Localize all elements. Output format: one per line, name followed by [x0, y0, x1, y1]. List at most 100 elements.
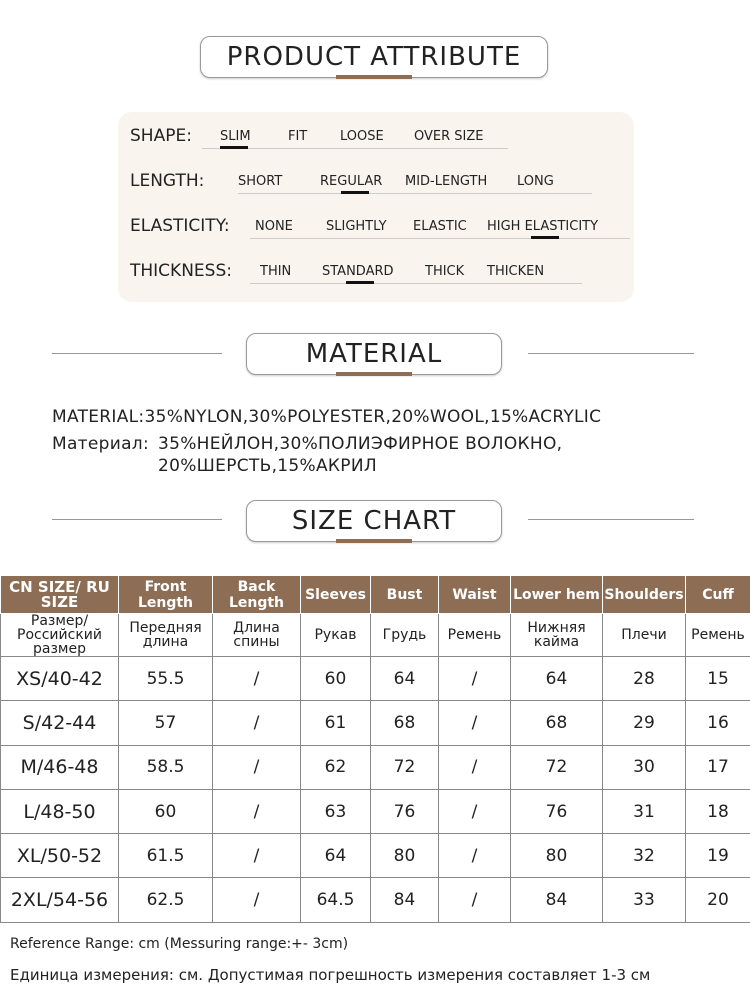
column-header-ru: Рукав [300, 613, 371, 657]
table-cell: 76 [370, 788, 439, 835]
column-header-ru: Грудь [370, 613, 439, 657]
table-cell: 20 [685, 877, 750, 923]
table-cell: 19 [685, 833, 750, 879]
table-cell: / [212, 655, 301, 702]
table-cell: 62.5 [118, 877, 213, 923]
table-cell: 55.5 [118, 655, 213, 702]
table-cell: 30 [602, 744, 686, 790]
title-text: MATERIAL [305, 339, 443, 369]
table-cell: 15 [685, 655, 750, 702]
table-cell: 18 [685, 788, 750, 835]
size-chart-table: CN SIZE/ RU SIZE Front Length Back Length S… [0, 575, 750, 923]
table-cell: 61.5 [118, 833, 213, 879]
table-cell: 72 [370, 744, 439, 790]
table-cell: 17 [685, 744, 750, 790]
table-cell: S/42-44 [0, 700, 119, 746]
table-cell: 84 [370, 877, 439, 923]
attribute-option: LOOSE [340, 129, 384, 144]
table-cell: 62 [300, 744, 371, 790]
table-row: M/46-48 58.5/62 72/72 30 17 [0, 744, 750, 790]
attribute-option: STANDARD [322, 264, 394, 279]
attribute-option: THICK [425, 264, 465, 279]
table-cell: 31 [602, 788, 686, 835]
table-cell: / [212, 788, 301, 835]
table-cell: 80 [510, 833, 603, 879]
table-cell: XS/40-42 [0, 655, 119, 702]
column-header: Back Length [212, 575, 301, 614]
column-header: Sleeves [300, 575, 371, 614]
table-cell: M/46-48 [0, 744, 119, 790]
table-cell: / [438, 744, 511, 790]
table-cell: / [438, 833, 511, 879]
attribute-option: ELASTIC [413, 219, 467, 234]
table-cell: 33 [602, 877, 686, 923]
table-cell: 29 [602, 700, 686, 746]
attribute-panel: SHAPE: SLIM FIT LOOSE OVER SIZE LENGTH: SHORT R… [118, 112, 634, 302]
material-ru-line1: 35%НЕЙЛОН,30%ПОЛИЭФИРНОЕ ВОЛОКНО, [158, 434, 563, 454]
attribute-option: SLIM [220, 129, 251, 144]
column-header: Bust [370, 575, 439, 614]
column-header-ru: Нижняя кайма [510, 613, 603, 657]
title-text: SIZE CHART [291, 506, 457, 536]
table-cell: 60 [118, 788, 213, 835]
selected-marker [220, 146, 248, 149]
table-cell: 68 [510, 700, 603, 746]
table-cell: 64 [300, 833, 371, 879]
table-cell: / [438, 655, 511, 702]
table-row: L/48-50 60/63 76/76 31 18 [0, 788, 750, 835]
attribute-option: SLIGHTLY [326, 219, 387, 234]
attribute-label: SHAPE: [130, 126, 192, 146]
table-cell: 61 [300, 700, 371, 746]
column-header-ru: Передняя длина [118, 613, 213, 657]
table-cell: 16 [685, 700, 750, 746]
table-cell: 58.5 [118, 744, 213, 790]
table-cell: / [212, 833, 301, 879]
attribute-row: ELASTICITY: NONE SLIGHTLY ELASTIC HIGH ELAST… [130, 216, 630, 239]
table-cell: / [212, 700, 301, 746]
title-text: PRODUCT ATTRIBUTE [226, 42, 522, 72]
attribute-option: OVER SIZE [414, 129, 484, 144]
column-header: CN SIZE/ RU SIZE [0, 575, 119, 614]
table-cell: XL/50-52 [0, 833, 119, 879]
material-ru-line2: 20%ШЕРСТЬ,15%АКРИЛ [158, 456, 377, 476]
attribute-option: SHORT [238, 174, 283, 189]
selected-marker [346, 281, 374, 284]
table-cell: 63 [300, 788, 371, 835]
table-cell: 60 [300, 655, 371, 702]
table-cell: / [212, 877, 301, 923]
table-cell: 76 [510, 788, 603, 835]
product-attribute-title: PRODUCT ATTRIBUTE [200, 36, 548, 79]
table-cell: 64 [510, 655, 603, 702]
column-header: Cuff [685, 575, 750, 614]
table-row: XL/50-52 61.5/64 80/80 32 19 [0, 833, 750, 879]
column-header: Front Length [118, 575, 213, 614]
column-header-ru: Ремень [685, 613, 750, 657]
table-cell: / [438, 700, 511, 746]
attribute-option: FIT [288, 129, 308, 144]
material-en: MATERIAL:35%NYLON,30%POLYESTER,20%WOOL,1… [52, 407, 602, 427]
attribute-option: MID-LENGTH [405, 174, 488, 189]
table-cell: 57 [118, 700, 213, 746]
attribute-option: NONE [255, 219, 293, 234]
table-row: XS/40-42 55.5/60 64/64 28 15 [0, 655, 750, 702]
column-header-ru: Длина спины [212, 613, 301, 657]
table-cell: 2XL/54-56 [0, 877, 119, 923]
attribute-row: LENGTH: SHORT REGULAR MID-LENGTH LONG [130, 171, 592, 194]
attribute-option: REGULAR [320, 174, 383, 189]
table-cell: 64.5 [300, 877, 371, 923]
attribute-option: THICKEN [487, 264, 545, 279]
table-row: S/42-44 57/61 68/68 29 16 [0, 700, 750, 746]
table-cell: 68 [370, 700, 439, 746]
table-cell: / [438, 788, 511, 835]
selected-marker [531, 236, 559, 239]
table-cell: 32 [602, 833, 686, 879]
table-cell: 64 [370, 655, 439, 702]
attribute-label: THICKNESS: [130, 261, 232, 281]
table-cell: / [212, 744, 301, 790]
table-cell: 28 [602, 655, 686, 702]
size-chart-title: SIZE CHART [246, 500, 502, 543]
table-cell: L/48-50 [0, 788, 119, 835]
attribute-option: THIN [260, 264, 292, 279]
attribute-row: THICKNESS: THIN STANDARD THICK THICKEN [130, 261, 582, 284]
column-header-ru: Плечи [602, 613, 686, 657]
